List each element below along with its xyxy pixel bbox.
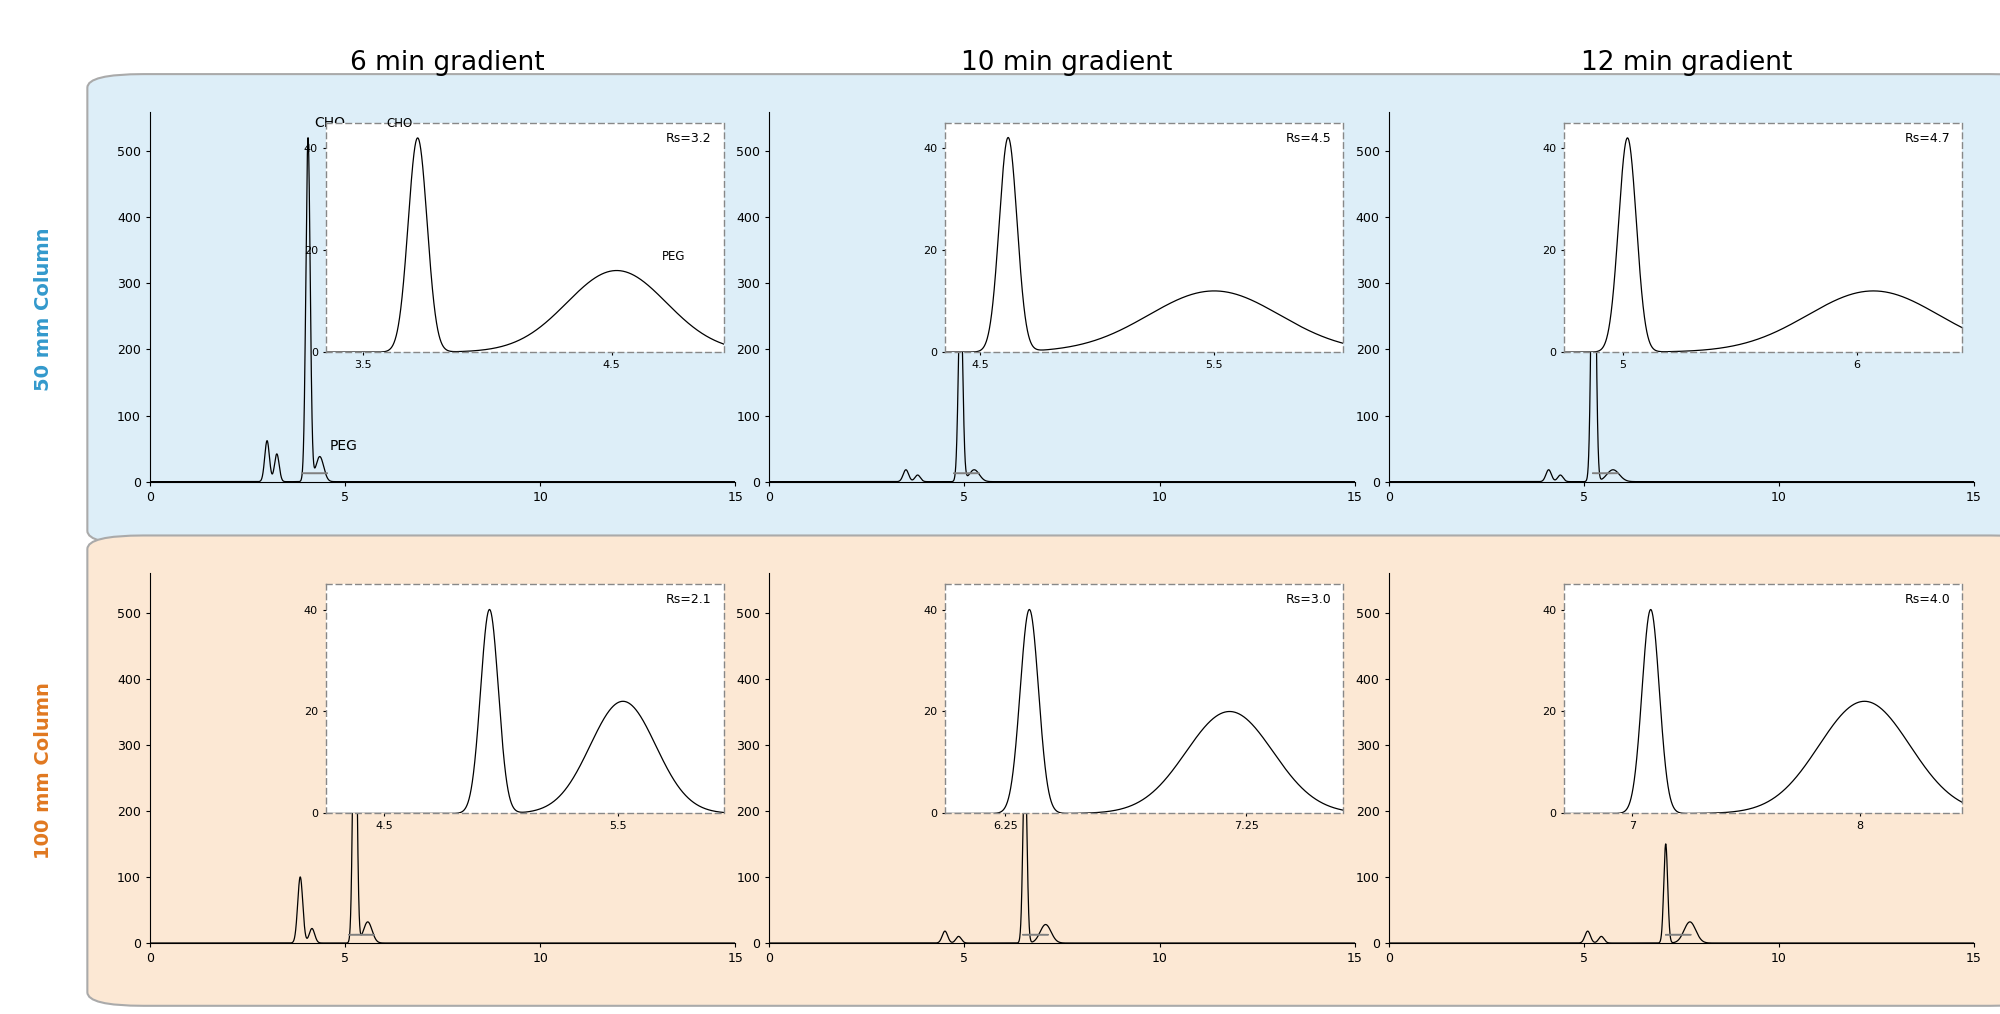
Text: Rs=4.0: Rs=4.0 [1904, 593, 1950, 606]
Text: Rs=3.0: Rs=3.0 [1286, 593, 1332, 606]
Text: Rs=3.2: Rs=3.2 [666, 132, 712, 145]
Text: 6 min gradient: 6 min gradient [350, 50, 544, 76]
Text: 50 mm Column: 50 mm Column [34, 227, 54, 391]
Text: Rs=4.5: Rs=4.5 [1286, 132, 1332, 145]
Text: CHO: CHO [314, 116, 344, 130]
Text: CHO: CHO [386, 118, 412, 130]
Text: 100 mm Column: 100 mm Column [34, 682, 54, 859]
Text: Rs=4.7: Rs=4.7 [1904, 132, 1950, 145]
Text: 10 min gradient: 10 min gradient [962, 50, 1172, 76]
Text: PEG: PEG [330, 439, 358, 453]
Text: Rs=2.1: Rs=2.1 [666, 593, 712, 606]
FancyBboxPatch shape [88, 74, 2000, 545]
Text: 12 min gradient: 12 min gradient [1580, 50, 1792, 76]
Text: PEG: PEG [662, 249, 684, 263]
FancyBboxPatch shape [88, 535, 2000, 1006]
